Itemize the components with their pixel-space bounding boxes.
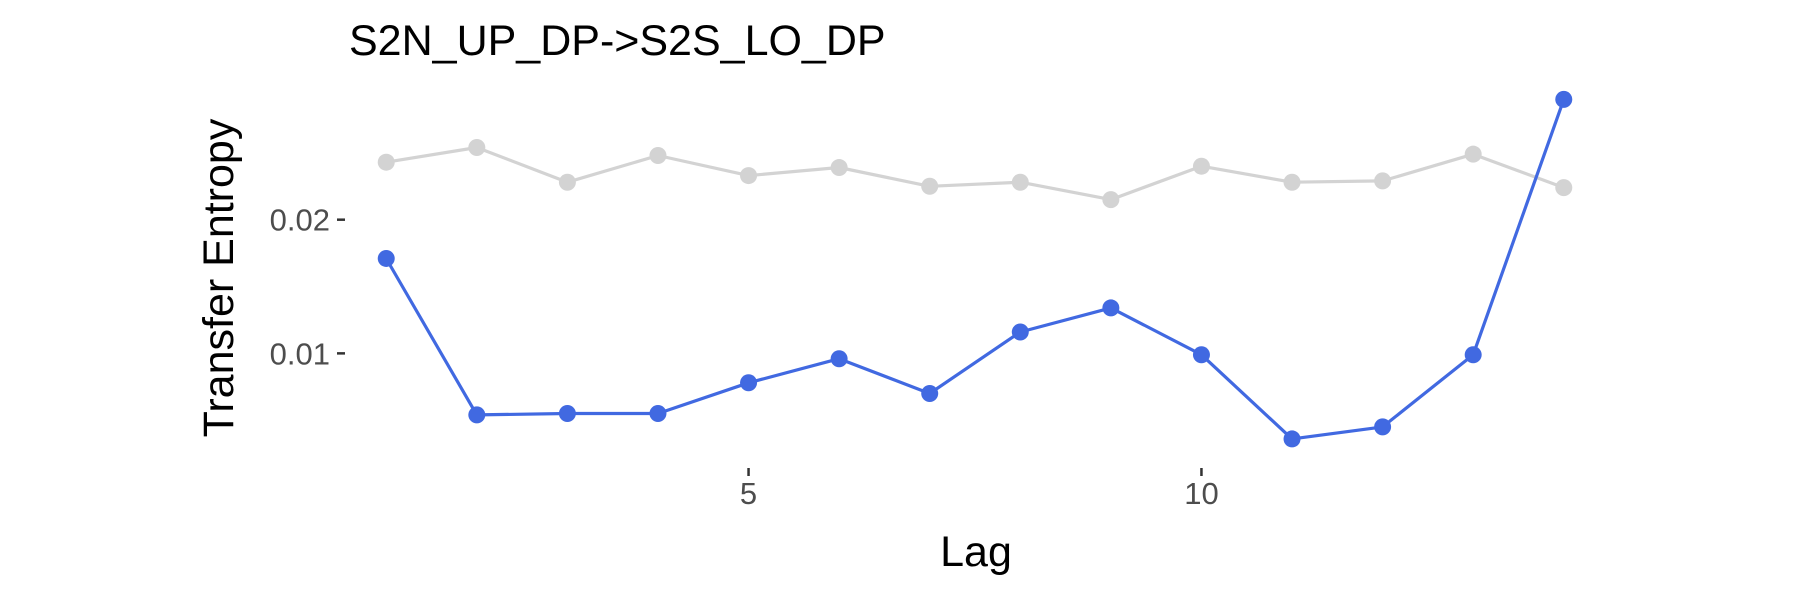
series-2-point (649, 405, 667, 423)
series-2-point (1555, 90, 1573, 108)
y-tick-label: 0.02 (270, 203, 330, 238)
series-2-point (377, 249, 395, 267)
series-2-point (921, 384, 939, 402)
series-1-point (1011, 173, 1029, 191)
y-tick-label: 0.01 (270, 336, 330, 371)
y-axis: 0.01 0.02 (270, 203, 345, 371)
x-tick-label: 10 (1184, 476, 1218, 511)
series-1-point (830, 159, 848, 177)
series-2-point (1102, 299, 1120, 317)
series-2 (377, 90, 1573, 448)
series-1-point (377, 153, 395, 171)
series-layer (377, 90, 1573, 448)
series-1-point (921, 177, 939, 195)
series-1-point (1102, 191, 1120, 209)
series-2-point (468, 406, 486, 424)
series-1-point (558, 173, 576, 191)
series-2-point (830, 350, 848, 368)
series-2-point (1464, 346, 1482, 364)
series-1-point (740, 167, 758, 185)
x-axis: 5 10 (740, 468, 1219, 511)
series-1-point (1192, 157, 1210, 175)
chart-title: S2N_UP_DP->S2S_LO_DP (349, 17, 886, 65)
series-1-point (1464, 145, 1482, 163)
series-2-point (1283, 430, 1301, 448)
series-2-point (1374, 418, 1392, 436)
series-2-point (1011, 323, 1029, 341)
y-axis-title: Transfer Entropy (195, 118, 243, 437)
series-2-point (1192, 346, 1210, 364)
series-1-point (468, 138, 486, 156)
series-2-line (384, 97, 1566, 441)
series-1-point (1374, 172, 1392, 190)
series-2-point (558, 405, 576, 423)
series-1 (377, 138, 1573, 209)
series-1-point (1555, 179, 1573, 197)
series-1-point (649, 147, 667, 165)
x-axis-title: Lag (940, 528, 1012, 576)
series-1-point (1283, 173, 1301, 191)
series-1-line (384, 145, 1566, 202)
series-2-point (740, 374, 758, 392)
x-tick-label: 5 (740, 476, 757, 511)
